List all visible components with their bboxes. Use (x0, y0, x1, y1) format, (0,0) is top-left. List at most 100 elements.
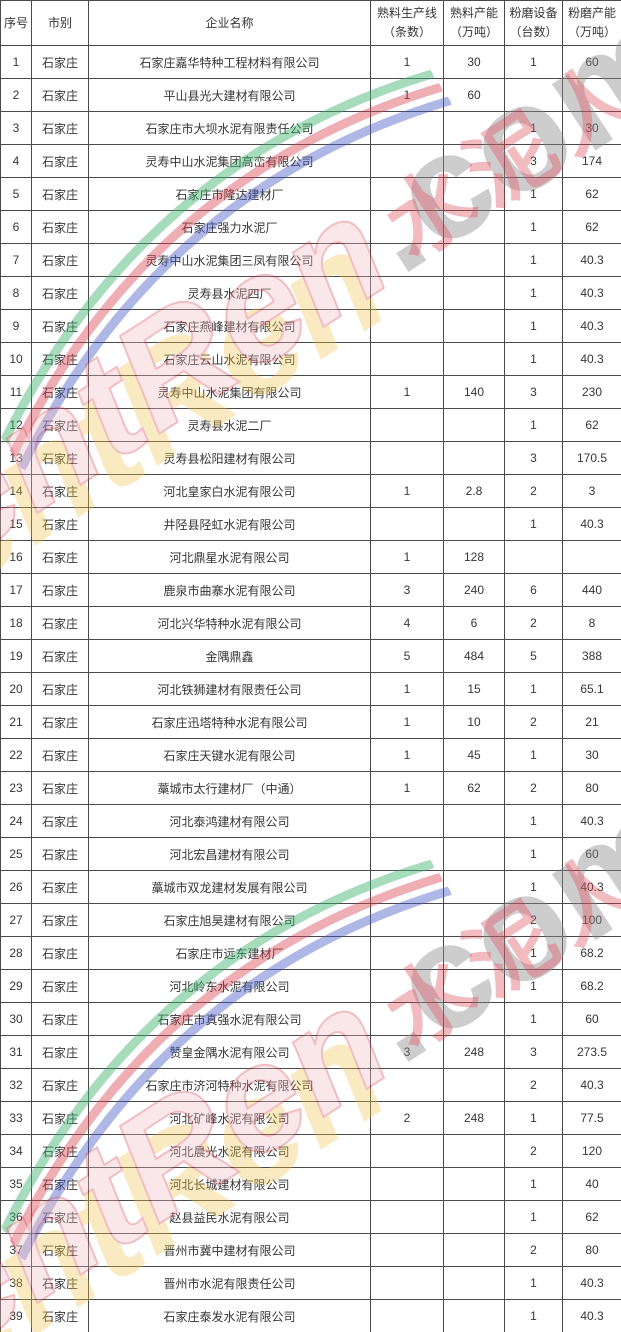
table-row: 26 石家庄 藁城市双龙建材发展有限公司 1 40.3 (0, 870, 621, 904)
cell-clinker-capacity (443, 969, 505, 1003)
table-row: 37 石家庄 晋州市冀中建材有限公司 2 80 (0, 1233, 621, 1267)
cell-company-name: 井陉县陉虹水泥有限公司 (88, 507, 371, 541)
cell-serial-no: 20 (0, 672, 32, 706)
cell-mill-count (504, 540, 563, 574)
cell-company-name: 赵县益民水泥有限公司 (88, 1200, 371, 1234)
cell-mill-capacity (562, 540, 621, 574)
cell-company-name: 晋州市冀中建材有限公司 (88, 1233, 371, 1267)
cell-mill-count: 1 (504, 342, 563, 376)
cell-city: 石家庄 (31, 804, 89, 838)
cell-mill-capacity (562, 78, 621, 112)
cell-mill-capacity: 68.2 (562, 969, 621, 1003)
cell-city: 石家庄 (31, 111, 89, 145)
cell-serial-no: 28 (0, 936, 32, 970)
cell-city: 石家庄 (31, 375, 89, 409)
header-clinker-capacity-unit: （万吨） (449, 25, 498, 39)
cell-clinker-lines: 3 (370, 573, 444, 607)
header-mill-count-unit: （台数） (509, 25, 558, 39)
table-row: 34 石家庄 河北晨光水泥有限公司 2 120 (0, 1134, 621, 1168)
cell-mill-capacity: 80 (562, 1233, 621, 1267)
cell-clinker-lines (370, 903, 444, 937)
table-row: 30 石家庄 石家庄市真强水泥有限公司 1 60 (0, 1002, 621, 1036)
table-row: 7 石家庄 灵寿中山水泥集团三凤有限公司 1 40.3 (0, 243, 621, 277)
cell-mill-count: 2 (504, 474, 563, 508)
cell-city: 石家庄 (31, 573, 89, 607)
cell-clinker-capacity (443, 903, 505, 937)
table-row: 18 石家庄 河北兴华特种水泥有限公司 4 6 2 8 (0, 606, 621, 640)
header-clinker-lines-unit: （条数） (382, 25, 431, 39)
cell-clinker-lines (370, 969, 444, 1003)
cell-clinker-capacity (443, 309, 505, 343)
cell-company-name: 石家庄强力水泥厂 (88, 210, 371, 244)
cell-clinker-lines: 3 (370, 1035, 444, 1069)
cell-clinker-capacity (443, 1233, 505, 1267)
cell-company-name: 石家庄市济河特种水泥有限公司 (88, 1068, 371, 1102)
table-header: 序号 市别 企业名称 熟料生产线 （条数） 熟料产能 （万吨） 粉磨设备 （台数… (0, 0, 621, 46)
cell-clinker-capacity (443, 342, 505, 376)
cell-company-name: 石家庄泰发水泥有限公司 (88, 1299, 371, 1332)
cell-mill-count: 1 (504, 408, 563, 442)
cell-serial-no: 17 (0, 573, 32, 607)
cell-mill-capacity: 62 (562, 1200, 621, 1234)
cell-serial-no: 19 (0, 639, 32, 673)
cell-mill-capacity: 80 (562, 771, 621, 805)
cell-mill-count: 1 (504, 1101, 563, 1135)
cell-company-name: 鹿泉市曲寨水泥有限公司 (88, 573, 371, 607)
cell-company-name: 藁城市双龙建材发展有限公司 (88, 870, 371, 904)
cell-serial-no: 6 (0, 210, 32, 244)
cell-mill-capacity: 60 (562, 837, 621, 871)
cell-clinker-capacity (443, 243, 505, 277)
cell-clinker-capacity (443, 870, 505, 904)
cell-clinker-capacity (443, 144, 505, 178)
cell-mill-capacity: 62 (562, 408, 621, 442)
cell-mill-capacity: 60 (562, 1002, 621, 1036)
cell-company-name: 石家庄旭昊建材有限公司 (88, 903, 371, 937)
table-row: 8 石家庄 灵寿县水泥四厂 1 40.3 (0, 276, 621, 310)
cell-mill-count: 1 (504, 1200, 563, 1234)
cell-serial-no: 21 (0, 705, 32, 739)
cell-mill-count: 1 (504, 804, 563, 838)
cell-clinker-capacity: 248 (443, 1035, 505, 1069)
cell-clinker-lines (370, 870, 444, 904)
cell-city: 石家庄 (31, 1002, 89, 1036)
cell-city: 石家庄 (31, 1134, 89, 1168)
cell-clinker-capacity: 15 (443, 672, 505, 706)
cell-clinker-capacity (443, 441, 505, 475)
cell-mill-count: 1 (504, 1002, 563, 1036)
header-clinker-lines: 熟料生产线 （条数） (370, 0, 444, 46)
cell-mill-capacity: 3 (562, 474, 621, 508)
cell-mill-count: 1 (504, 243, 563, 277)
cell-serial-no: 18 (0, 606, 32, 640)
cell-clinker-lines (370, 276, 444, 310)
cell-city: 石家庄 (31, 474, 89, 508)
cell-serial-no: 11 (0, 375, 32, 409)
cell-company-name: 晋州市水泥有限责任公司 (88, 1266, 371, 1300)
cell-mill-count: 3 (504, 375, 563, 409)
cell-city: 石家庄 (31, 408, 89, 442)
cell-clinker-capacity (443, 837, 505, 871)
cell-clinker-capacity: 128 (443, 540, 505, 574)
cell-mill-count: 2 (504, 1233, 563, 1267)
cell-mill-count: 3 (504, 441, 563, 475)
cell-serial-no: 12 (0, 408, 32, 442)
cell-serial-no: 5 (0, 177, 32, 211)
cell-city: 石家庄 (31, 342, 89, 376)
table-row: 5 石家庄 石家庄市隆达建材厂 1 62 (0, 177, 621, 211)
cell-city: 石家庄 (31, 903, 89, 937)
header-mill-capacity-title: 粉磨产能 (567, 6, 616, 21)
cell-company-name: 石家庄云山水泥有限公司 (88, 342, 371, 376)
table-body: 1 石家庄 石家庄嘉华特种工程材料有限公司 1 30 1 60 2 石家庄 平山县光大建材有限公司… (0, 45, 621, 1332)
cell-mill-capacity: 65.1 (562, 672, 621, 706)
cell-serial-no: 35 (0, 1167, 32, 1201)
cell-serial-no: 4 (0, 144, 32, 178)
cell-serial-no: 38 (0, 1266, 32, 1300)
table-row: 36 石家庄 赵县益民水泥有限公司 1 62 (0, 1200, 621, 1234)
cell-company-name: 石家庄嘉华特种工程材料有限公司 (88, 45, 371, 79)
table-row: 24 石家庄 河北泰鸿建材有限公司 1 40.3 (0, 804, 621, 838)
cell-company-name: 石家庄迅塔特种水泥有限公司 (88, 705, 371, 739)
table-row: 9 石家庄 石家庄燕峰建材有限公司 1 40.3 (0, 309, 621, 343)
cell-clinker-lines (370, 1068, 444, 1102)
cell-serial-no: 26 (0, 870, 32, 904)
